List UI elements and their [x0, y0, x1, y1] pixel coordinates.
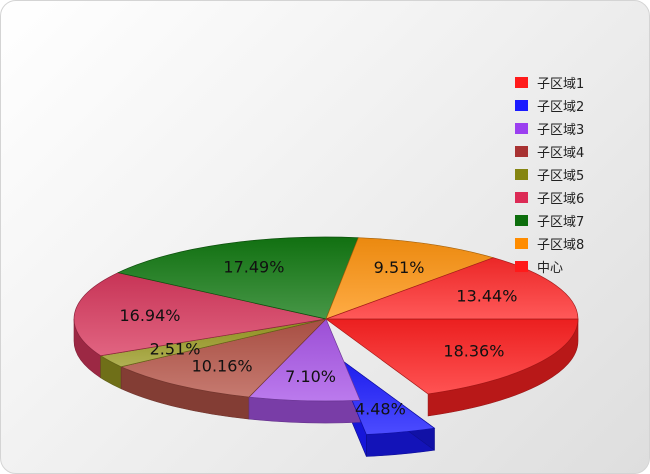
slice-label-3: 7.10% [285, 367, 336, 386]
slice-label-8: 9.51% [374, 258, 425, 277]
legend-swatch [515, 238, 528, 249]
slice-label-6: 16.94% [119, 306, 180, 325]
legend-item[interactable]: 子区域1 [515, 71, 584, 94]
legend-swatch [515, 215, 528, 226]
legend-item[interactable]: 子区域4 [515, 140, 584, 163]
legend-item[interactable]: 子区域8 [515, 232, 584, 255]
pie-slice-6 [73, 272, 327, 357]
legend-item[interactable]: 子区域2 [515, 94, 584, 117]
legend-swatch [515, 123, 528, 134]
legend-label: 子区域8 [537, 238, 585, 253]
pie-labels: 18.36% 4.48% 7.10% 10.16%2.51% 16.94% 17.49% 9… [119, 258, 517, 419]
legend-item[interactable]: 子区域5 [515, 163, 584, 186]
pie-slice-1 [324, 318, 579, 395]
legend-label: 子区域2 [537, 100, 585, 115]
legend-swatch [515, 192, 528, 203]
legend-swatch [515, 169, 528, 180]
slice-label-5: 2.51% [150, 340, 201, 359]
legend-label: 子区域1 [537, 77, 585, 92]
legend-swatch [515, 261, 528, 272]
legend-swatch [515, 100, 528, 111]
pie-tops [73, 236, 579, 435]
legend-label: 子区域5 [537, 169, 585, 184]
legend-label: 子区域4 [537, 146, 585, 161]
legend-label: 中心 [537, 261, 564, 276]
legend-label: 子区域3 [537, 123, 585, 138]
legend-item[interactable]: 子区域7 [515, 209, 584, 232]
pie-slice-3 [248, 318, 361, 402]
legend-label: 子区域6 [537, 192, 585, 207]
pie-slice-4 [120, 318, 328, 398]
pie-slice-2 [331, 352, 436, 435]
pie-slice-8 [325, 237, 495, 320]
slice-label-7: 17.49% [223, 258, 284, 277]
legend-label: 子区域7 [537, 215, 585, 230]
pie-slice-7 [117, 236, 359, 320]
slice-label-9: 13.44% [456, 287, 517, 306]
legend-item[interactable]: 子区域3 [515, 117, 584, 140]
slice-label-4: 10.16% [192, 356, 253, 375]
legend-item[interactable]: 子区域6 [515, 186, 584, 209]
slice-label-2: 4.48% [355, 399, 406, 418]
slice-label-1: 18.36% [443, 341, 504, 360]
pie-slice-9 [325, 257, 579, 320]
legend-swatch [515, 146, 528, 157]
legend-item[interactable]: 中心 [515, 255, 584, 278]
legend-swatch [515, 77, 528, 88]
legend: 子区域1 子区域2 子区域3 子区域4 子区域5 子区域6 子区域7 子区域8 中心 [515, 71, 584, 278]
